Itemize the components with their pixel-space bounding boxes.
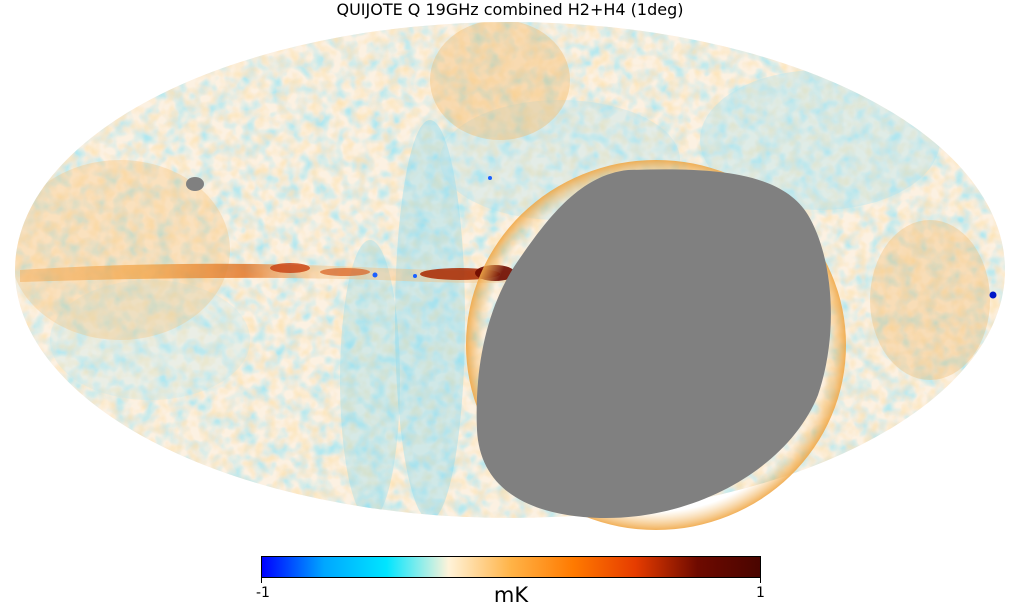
sky-map (15, 22, 1005, 530)
colorbar-tick-min (261, 578, 262, 583)
small-masked-spot (186, 177, 204, 191)
colorbar-min-label: -1 (256, 585, 270, 601)
colorbar-tick-max (760, 578, 761, 583)
map-title: QUIJOTE Q 19GHz combined H2+H4 (1deg) (336, 0, 684, 19)
masked-region (476, 169, 831, 519)
sky-map-pixels (15, 22, 1005, 518)
mollweide-map (15, 22, 1005, 530)
colorbar (261, 556, 761, 578)
colorbar-max-label: 1 (756, 585, 765, 601)
colorbar-unit: mK (493, 583, 529, 607)
